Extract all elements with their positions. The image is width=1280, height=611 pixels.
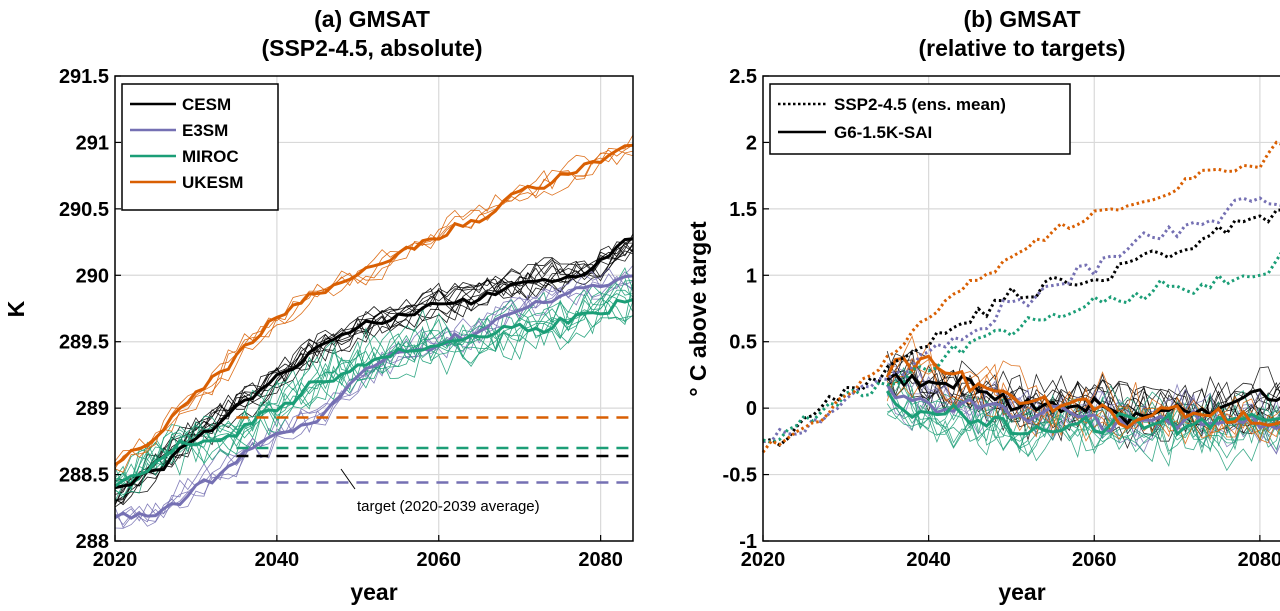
panel-a-title: (a) GMSAT [314,6,430,32]
legend-label-ssp245: SSP2-4.5 (ens. mean) [834,95,1006,114]
panel-a-axes-frame [114,75,634,542]
panel-a-y-tick-label: 289.5 [59,332,109,354]
g6-ukesm-member-line [886,335,1280,442]
series-miroc-member-line [114,293,634,502]
panel-a-x-tick-label: 2040 [255,549,300,571]
panel-b-x-tick-label: 2080 [1238,549,1280,571]
panel-b-subtitle: (relative to targets) [918,35,1125,61]
panel-a-x-tick-label: 2080 [578,549,623,571]
series-cesm-member-line [114,241,634,502]
panel-b-x-tick-label: 2040 [906,549,951,571]
panel-b-y-label: ° C above target [685,221,711,397]
series-ukesm-mean-line [114,143,634,467]
g6-ukesm-member-line [887,342,1280,445]
panel-b-y-ticks: -1 -0.5 0 0.5 1 1.5 2 2.5 [723,66,769,553]
panel-b-legend: SSP2-4.5 (ens. mean) G6-1.5K-SAI [769,83,1071,155]
panel-a-x-tick-label: 2020 [93,549,138,571]
panel-b-x-label: year [998,579,1045,605]
panel-a-y-label: K [3,300,29,317]
panel-b-y-tick-label: -0.5 [723,465,757,487]
series-miroc-member-line [114,280,634,484]
panel-b-x-tick-label: 2020 [741,549,786,571]
ssp245-e3sm-mean-line [762,196,1280,444]
panel-b-y-tick-label: 1.5 [729,199,757,221]
panel-a-target-lines [236,416,633,484]
panel-b-x-ticks: 2020 2040 2060 2080 [741,535,1280,571]
panel-a-subtitle: (SSP2-4.5, absolute) [261,35,482,61]
panel-b-axes-frame [762,75,1280,542]
series-e3sm-mean-line [114,274,634,520]
panel-b-y-tick-label: 0.5 [729,332,757,354]
panel-a-y-tick-label: 291.5 [59,66,109,88]
panel-a-y-tick-label: 291 [76,132,109,154]
series-cesm-member-line [114,248,634,506]
ssp245-cesm-mean-line [762,208,1280,447]
series-cesm-member-line [114,244,634,502]
panel-a-y-tick-label: 290 [76,265,109,287]
legend-label-ukesm: UKESM [182,173,243,192]
panel-a-y-ticks: 288 288.5 289 289.5 290 290.5 291 291.5 [59,66,121,553]
panel-a-y-tick-label: 288.5 [59,465,109,487]
g6-cesm-member-line [886,364,1280,442]
series-miroc-member-line [114,280,634,481]
g6-miroc-member-line [886,380,1280,458]
series-cesm-mean-line [114,237,634,490]
panel-b-legend-box [769,83,1071,155]
legend-label-cesm: CESM [182,95,231,114]
panel-b-series [761,140,1280,472]
legend-label-e3sm: E3SM [182,121,228,140]
series-miroc-mean-line [114,298,634,488]
panel-b-title: (b) GMSAT [963,6,1080,32]
panel-a-y-tick-label: 288 [76,531,109,553]
series-ukesm-member-line [114,149,634,469]
panel-a-y-tick-label: 290.5 [59,199,109,221]
g6-miroc-member-line [886,403,1280,472]
legend-label-g6: G6-1.5K-SAI [834,123,932,142]
panel-a-x-label: year [350,579,397,605]
annotation-pointer [340,468,356,490]
panel-a-series [114,134,634,529]
panel-b-y-tick-label: 0 [746,398,757,420]
panel-a-y-tick-label: 289 [76,398,109,420]
panel-b-y-tick-label: -1 [739,531,757,553]
panel-b-y-tick-label: 1 [746,265,757,287]
series-miroc-member-line [114,289,634,491]
ssp245-ukesm-mean-line [761,140,1280,454]
g6-ukesm-mean-line [885,354,1280,430]
panel-b: (b) GMSAT (relative to targets) 2020 2040… [685,6,1280,605]
panel-b-y-tick-label: 2.5 [729,66,757,88]
panel-a-x-ticks: 2020 2040 2060 2080 [93,535,623,571]
target-annotation: target (2020-2039 average) [357,498,540,515]
g6-miroc-member-line [886,366,1280,459]
panel-b-x-tick-label: 2060 [1072,549,1117,571]
series-ukesm-member-line [114,134,634,473]
series-e3sm-member-line [114,265,634,522]
panel-b-y-tick-label: 2 [746,132,757,154]
series-cesm-member-line [114,233,634,506]
series-miroc-member-line [114,277,634,495]
panel-a: (a) GMSAT (SSP2-4.5, absolute) 2020 2040 2… [3,6,634,605]
ssp245-miroc-mean-line [762,251,1280,444]
series-miroc-member-line [114,300,634,488]
panel-a-x-tick-label: 2060 [417,549,462,571]
legend-label-miroc: MIROC [182,147,239,166]
panel-a-legend: CESM E3SM MIROC UKESM [121,83,279,211]
series-miroc-member-line [114,291,634,485]
